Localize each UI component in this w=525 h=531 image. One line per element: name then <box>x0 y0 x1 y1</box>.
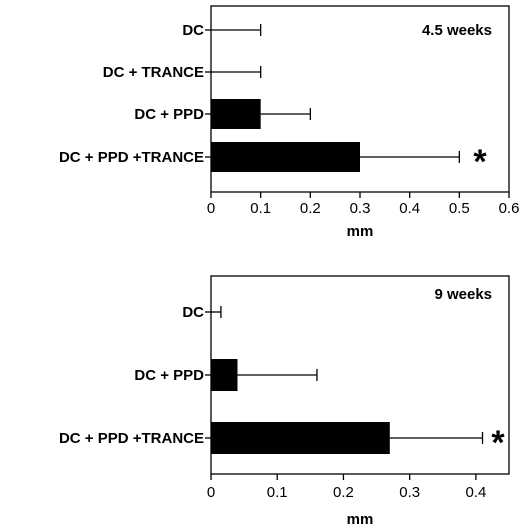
x-tick-label: 0.5 <box>449 200 470 217</box>
x-tick-label: 0.6 <box>499 200 520 217</box>
chart-panel-9-weeks: 9 weeks 0 0.1 0.2 0.3 0.4 mm DC DC + PPD DC + PPD… <box>59 275 510 528</box>
x-tick-label: 0 <box>207 200 215 217</box>
x-tick-label: 0.4 <box>399 200 420 217</box>
category-label: DC + TRANCE <box>103 64 204 81</box>
x-tick-label: 0.2 <box>333 484 354 501</box>
panel-title: 9 weeks <box>434 286 492 303</box>
x-tick-label: 0.1 <box>250 200 271 217</box>
significance-marker: * <box>473 143 487 181</box>
panel-title: 4.5 weeks <box>422 22 492 39</box>
bar <box>211 142 360 172</box>
bar <box>211 359 238 391</box>
significance-marker: * <box>491 424 505 462</box>
category-label: DC <box>182 22 204 39</box>
category-label: DC + PPD +TRANCE <box>59 149 204 166</box>
chart-panel-4-5-weeks: 4.5 weeks 0 0.1 0.2 0.3 0.4 0.5 0.6 mm DC DC + TRA… <box>59 5 520 240</box>
category-label: DC + PPD +TRANCE <box>59 430 204 447</box>
category-label: DC <box>182 304 204 321</box>
x-axis-label: mm <box>347 223 374 240</box>
bar <box>211 99 261 129</box>
category-label: DC + PPD <box>134 367 204 384</box>
category-label: DC + PPD <box>134 106 204 123</box>
x-tick-label: 0.3 <box>350 200 371 217</box>
x-tick-label: 0.1 <box>267 484 288 501</box>
x-axis-label: mm <box>347 511 374 528</box>
bar <box>211 422 390 454</box>
x-tick-label: 0.2 <box>300 200 321 217</box>
x-tick-label: 0 <box>207 484 215 501</box>
x-tick-label: 0.3 <box>399 484 420 501</box>
x-tick-label: 0.4 <box>465 484 486 501</box>
